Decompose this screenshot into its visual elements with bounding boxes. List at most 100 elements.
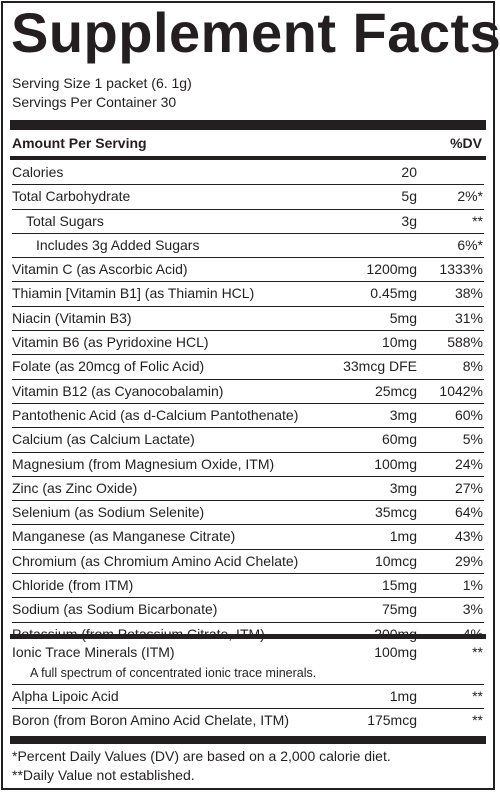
nutrient-name: Vitamin B12 (as Cyanocobalamin) — [12, 382, 224, 399]
nutrient-amount: 35mcg — [374, 504, 417, 521]
nutrient-dv: 1333% — [439, 261, 483, 278]
nutrient-row: Folate (as 20mcg of Folic Acid) 33mcg DFE… — [12, 355, 484, 380]
nutrient-amount: 25mcg — [374, 382, 417, 399]
nutrient-dv: 5% — [462, 431, 483, 448]
nutrient-name: Niacin (Vitamin B3) — [12, 309, 132, 326]
nutrient-dv: 2%* — [457, 188, 483, 205]
nutrient-row: Selenium (as Sodium Selenite) 35mcg 64% — [12, 501, 484, 526]
nutrient-name: Zinc (as Zinc Oxide) — [12, 479, 138, 496]
nutrient-row: Niacin (Vitamin B3) 5mg 31% — [12, 307, 484, 332]
nutrient-name: Vitamin C (as Ascorbic Acid) — [12, 261, 188, 278]
nutrient-row: Vitamin B6 (as Pyridoxine HCL) 10mg 588% — [12, 331, 484, 356]
nutrient-amount: 3mg — [389, 406, 417, 423]
nutrient-description: A full spectrum of concentrated ionic tr… — [30, 666, 317, 680]
table-header: Amount Per Serving %DV — [12, 133, 484, 153]
nutrient-amount: 1200mg — [366, 261, 417, 278]
nutrient-row: Total Carbohydrate 5g 2%* — [12, 185, 484, 210]
nutrient-dv: 3% — [462, 601, 483, 618]
nutrient-amount: 100mg — [374, 644, 417, 660]
nutrient-row: Pantothenic Acid (as d-Calcium Pantothen… — [12, 404, 484, 429]
nutrient-dv: 588% — [447, 334, 483, 351]
nutrient-row: Vitamin B12 (as Cyanocobalamin) 25mcg 1042… — [12, 380, 484, 404]
amount-per-serving-label: Amount Per Serving — [12, 135, 147, 151]
nutrient-dv: 38% — [454, 285, 483, 302]
nutrient-name: Chloride (from ITM) — [12, 577, 134, 594]
medium-divider — [10, 156, 486, 160]
nutrient-row: Includes 3g Added Sugars 6%* — [12, 234, 484, 259]
nutrient-name: Vitamin B6 (as Pyridoxine HCL) — [12, 334, 209, 351]
nutrient-amount: 175mcg — [367, 712, 417, 729]
nutrient-dv: ** — [472, 712, 483, 729]
nutrient-row: Alpha Lipoic Acid 1mg ** — [12, 685, 484, 710]
nutrient-amount: 10mg — [381, 334, 417, 351]
nutrient-dv: 8% — [462, 358, 483, 375]
nutrient-amount: 60mg — [381, 431, 417, 448]
nutrient-amount: 10mcg — [374, 552, 417, 569]
nutrient-rows: Calories 20 Total Carbohydrate 5g 2%* Total… — [12, 161, 484, 646]
nutrient-name: Sodium (as Sodium Bicarbonate) — [12, 601, 218, 618]
nutrient-dv: 64% — [454, 504, 483, 521]
nutrient-dv: 60% — [454, 406, 483, 423]
thick-divider — [10, 120, 486, 130]
nutrient-dv: 1% — [462, 577, 483, 594]
nutrient-dv: 29% — [454, 552, 483, 569]
nutrient-name: Selenium (as Sodium Selenite) — [12, 504, 205, 521]
nutrient-row: Boron (from Boron Amino Acid Chelate, IT… — [12, 709, 484, 732]
other-ingredient-rows: Ionic Trace Minerals (ITM) 100mg ** A full … — [12, 641, 484, 733]
nutrient-amount: 1mg — [389, 688, 417, 704]
nutrient-name: Calories — [12, 164, 64, 180]
nutrient-name: Folate (as 20mcg of Folic Acid) — [12, 358, 205, 375]
nutrient-name: Boron (from Boron Amino Acid Chelate, IT… — [12, 712, 289, 729]
nutrient-name: Total Carbohydrate — [12, 188, 131, 205]
nutrient-name: Chromium (as Chromium Amino Acid Chelate… — [12, 552, 299, 569]
nutrient-dv: 31% — [454, 309, 483, 326]
nutrient-row: Calcium (as Calcium Lactate) 60mg 5% — [12, 428, 484, 453]
nutrient-row: Zinc (as Zinc Oxide) 3mg 27% — [12, 477, 484, 502]
nutrient-name: Total Sugars — [26, 212, 104, 229]
nutrient-amount: 5mg — [389, 309, 417, 326]
nutrient-row: Chromium (as Chromium Amino Acid Chelate… — [12, 550, 484, 575]
medium-divider — [10, 634, 486, 639]
nutrient-name: Includes 3g Added Sugars — [36, 236, 200, 253]
nutrient-dv: 43% — [454, 528, 483, 545]
nutrient-row: Magnesium (from Magnesium Oxide, ITM) 100… — [12, 453, 484, 477]
nutrient-dv: 27% — [454, 479, 483, 496]
nutrient-amount: 15mg — [381, 577, 417, 594]
nutrient-dv: ** — [472, 212, 483, 229]
servings-per-container: Servings Per Container 30 — [12, 94, 177, 110]
nutrient-name: Ionic Trace Minerals (ITM) — [12, 644, 175, 660]
nutrient-row: Sodium (as Sodium Bicarbonate) 75mg 3% — [12, 598, 484, 623]
nutrient-dv: ** — [472, 688, 483, 704]
footnote-not-established: **Daily Value not established. — [12, 767, 195, 783]
nutrient-amount: 20 — [401, 164, 417, 180]
dv-label: %DV — [450, 135, 482, 151]
nutrient-row: Calories 20 — [12, 161, 484, 186]
nutrient-row: Thiamin [Vitamin B1] (as Thiamin HCL) 0.4… — [12, 282, 484, 307]
nutrient-name: Pantothenic Acid (as d-Calcium Pantothen… — [12, 406, 299, 423]
nutrient-amount: 75mg — [381, 601, 417, 618]
panel-title: Supplement Facts — [11, 1, 500, 64]
nutrient-dv: 6%* — [457, 236, 483, 253]
nutrient-amount: 33mcg DFE — [343, 358, 417, 375]
nutrient-name: Calcium (as Calcium Lactate) — [12, 431, 195, 448]
nutrient-row: Manganese (as Manganese Citrate) 1mg 43% — [12, 525, 484, 550]
nutrient-amount: 3g — [401, 212, 417, 229]
nutrient-amount: 3mg — [389, 479, 417, 496]
nutrient-amount: 1mg — [389, 528, 417, 545]
nutrient-dv: 1042% — [439, 382, 483, 399]
nutrient-amount: 0.45mg — [370, 285, 417, 302]
nutrient-dv: ** — [472, 644, 483, 660]
nutrient-dv: 24% — [454, 455, 483, 472]
thick-divider — [10, 736, 486, 744]
nutrient-row: Ionic Trace Minerals (ITM) 100mg ** A full … — [12, 641, 484, 685]
serving-size: Serving Size 1 packet (6. 1g) — [12, 75, 192, 91]
nutrient-amount: 5g — [401, 188, 417, 205]
nutrient-row: Total Sugars 3g ** — [12, 210, 484, 234]
nutrient-name: Manganese (as Manganese Citrate) — [12, 528, 236, 545]
nutrient-name: Alpha Lipoic Acid — [12, 688, 119, 704]
footnote-dv: *Percent Daily Values (DV) are based on … — [12, 748, 391, 764]
nutrient-row: Vitamin C (as Ascorbic Acid) 1200mg 1333% — [12, 258, 484, 283]
nutrient-name: Thiamin [Vitamin B1] (as Thiamin HCL) — [12, 285, 255, 302]
nutrient-row: Chloride (from ITM) 15mg 1% — [12, 574, 484, 599]
